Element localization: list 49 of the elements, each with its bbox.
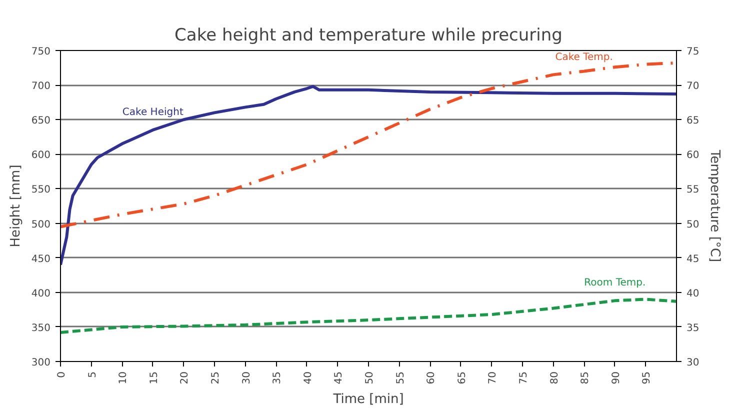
x-tick-label: 35 (272, 371, 284, 384)
series-label: Cake Temp. (555, 52, 613, 64)
x-tick-label: 90 (610, 371, 622, 384)
y2-tick-label: 35 (686, 322, 700, 334)
y-axis-title: Height [mm] (8, 164, 24, 248)
x-tick-label: 20 (180, 371, 191, 384)
y2-tick-label: 60 (686, 150, 700, 162)
y-tick-label: 750 (31, 46, 51, 58)
y-tick-label: 550 (31, 184, 51, 196)
x-tick-label: 70 (488, 371, 499, 384)
line-series (60, 298, 676, 334)
x-tick-label: 15 (148, 371, 160, 384)
y2-tick-label: 55 (686, 184, 700, 196)
y2-tick-label: 75 (686, 46, 700, 58)
series-label: Cake Height (122, 106, 184, 118)
y-tick-label: 500 (31, 219, 51, 230)
x-tick-label: 80 (549, 371, 560, 384)
x-tick-label: 50 (364, 371, 376, 384)
x-tick-label: 60 (426, 371, 438, 384)
series-label: Room Temp. (584, 278, 646, 289)
y2-tick-label: 40 (686, 288, 700, 300)
y-tick-label: 600 (31, 150, 51, 162)
x-tick-label: 65 (456, 371, 468, 384)
x-axis-title: Time [min] (332, 392, 404, 408)
x-tick-label: 0 (56, 371, 68, 378)
x-tick-label: 30 (241, 371, 252, 384)
y-tick-label: 650 (31, 116, 51, 127)
line-series (60, 84, 676, 266)
x-tick-label: 85 (580, 371, 592, 384)
x-tick-label: 75 (518, 371, 530, 384)
y-tick-label: 300 (31, 358, 51, 368)
y2-tick-label: 65 (686, 116, 700, 127)
x-tick-label: 25 (210, 371, 222, 384)
y2-tick-label: 45 (686, 254, 700, 265)
y2-tick-label: 30 (686, 358, 700, 368)
y2-axis-title: Temperature [°C] (707, 148, 722, 262)
y-tick-label: 450 (31, 254, 51, 265)
x-tick-label: 55 (395, 371, 406, 384)
x-tick-label: 40 (302, 371, 314, 384)
y2-tick-label: 70 (686, 81, 700, 92)
chart-title: Cake height and temperature while precuring (174, 26, 562, 46)
y-tick-label: 700 (31, 81, 51, 92)
x-tick-label: 95 (642, 371, 653, 384)
x-tick-label: 10 (118, 371, 130, 384)
y-tick-label: 400 (31, 288, 51, 300)
x-tick-label: 5 (87, 371, 98, 378)
x-tick-label: 45 (334, 371, 345, 384)
y-tick-label: 350 (31, 322, 51, 334)
y2-tick-label: 50 (686, 219, 700, 230)
